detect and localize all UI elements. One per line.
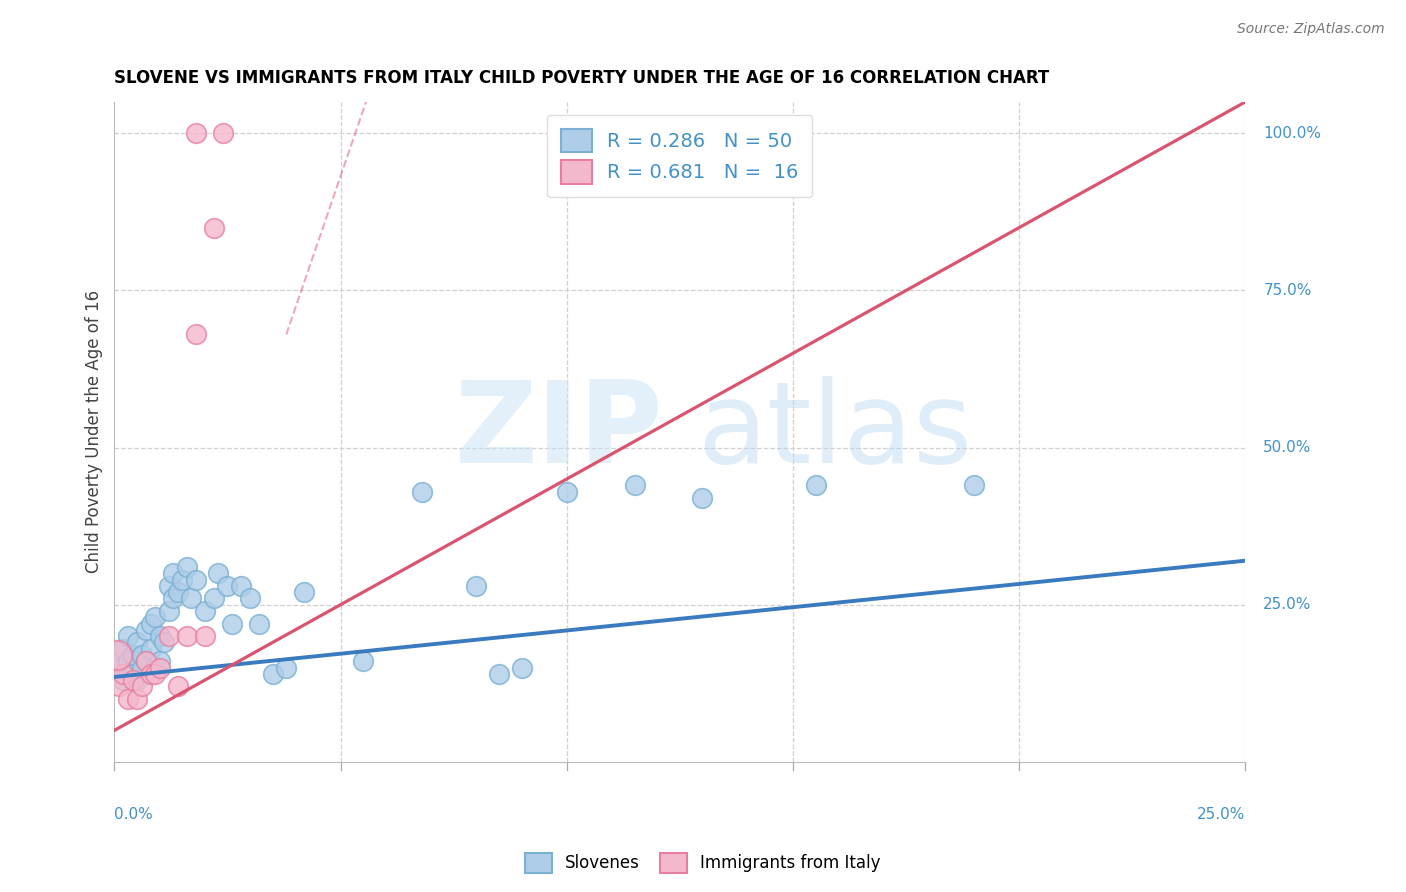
Point [125, 692, 148, 706]
Point [276, 660, 298, 674]
Point [555, 484, 578, 499]
Point [804, 478, 827, 492]
Point [112, 666, 135, 681]
Point [149, 654, 172, 668]
Point [172, 573, 194, 587]
Point [108, 679, 131, 693]
Text: atlas: atlas [697, 376, 972, 487]
Point [149, 629, 172, 643]
Text: 50.0%: 50.0% [1264, 440, 1312, 455]
Point [180, 591, 202, 606]
Legend: R = 0.286   N = 50, R = 0.681   N =  16: R = 0.286 N = 50, R = 0.681 N = 16 [547, 115, 813, 197]
Point [131, 679, 153, 693]
Point [411, 484, 433, 499]
Point [166, 679, 188, 693]
Text: 100.0%: 100.0% [1264, 126, 1322, 141]
Point [121, 648, 143, 662]
Point [194, 629, 217, 643]
Point [510, 660, 533, 674]
Point [623, 478, 645, 492]
Point [143, 660, 166, 674]
Point [488, 666, 510, 681]
Point [143, 666, 166, 681]
Point [184, 327, 207, 342]
Text: ZIP: ZIP [454, 376, 662, 487]
Point [176, 629, 198, 643]
Text: 0.0%: 0.0% [114, 806, 153, 822]
Point [121, 673, 143, 687]
Point [212, 127, 235, 141]
Point [139, 641, 162, 656]
Point [202, 220, 225, 235]
Point [202, 591, 225, 606]
Point [217, 579, 239, 593]
Point [153, 635, 176, 649]
Point [125, 635, 148, 649]
Point [166, 585, 188, 599]
Point [143, 610, 166, 624]
Point [194, 604, 217, 618]
Point [207, 566, 229, 581]
Point [135, 654, 157, 668]
Point [157, 629, 180, 643]
Point [292, 585, 315, 599]
Point [139, 616, 162, 631]
Point [135, 623, 157, 637]
Text: 25.0%: 25.0% [1197, 806, 1246, 822]
Point [108, 660, 131, 674]
Point [184, 573, 207, 587]
Point [125, 673, 148, 687]
Point [221, 616, 243, 631]
Point [162, 566, 184, 581]
Legend: Slovenes, Immigrants from Italy: Slovenes, Immigrants from Italy [519, 847, 887, 880]
Y-axis label: Child Poverty Under the Age of 16: Child Poverty Under the Age of 16 [86, 290, 103, 574]
Text: 25.0%: 25.0% [1264, 597, 1312, 612]
Point [229, 579, 252, 593]
Point [149, 660, 172, 674]
Point [112, 673, 135, 687]
Point [184, 127, 207, 141]
Point [262, 666, 284, 681]
Text: Source: ZipAtlas.com: Source: ZipAtlas.com [1237, 22, 1385, 37]
Point [239, 591, 262, 606]
Point [139, 666, 162, 681]
Point [105, 648, 128, 662]
Point [135, 654, 157, 668]
Point [162, 591, 184, 606]
Point [157, 604, 180, 618]
Point [247, 616, 270, 631]
Point [692, 491, 714, 505]
Point [121, 666, 143, 681]
Point [131, 660, 153, 674]
Point [112, 641, 135, 656]
Point [117, 692, 139, 706]
Point [352, 654, 374, 668]
Point [963, 478, 986, 492]
Point [117, 629, 139, 643]
Point [157, 579, 180, 593]
Point [465, 579, 488, 593]
Text: 75.0%: 75.0% [1264, 283, 1312, 298]
Point [117, 654, 139, 668]
Point [131, 648, 153, 662]
Point [176, 560, 198, 574]
Text: SLOVENE VS IMMIGRANTS FROM ITALY CHILD POVERTY UNDER THE AGE OF 16 CORRELATION C: SLOVENE VS IMMIGRANTS FROM ITALY CHILD P… [114, 69, 1050, 87]
